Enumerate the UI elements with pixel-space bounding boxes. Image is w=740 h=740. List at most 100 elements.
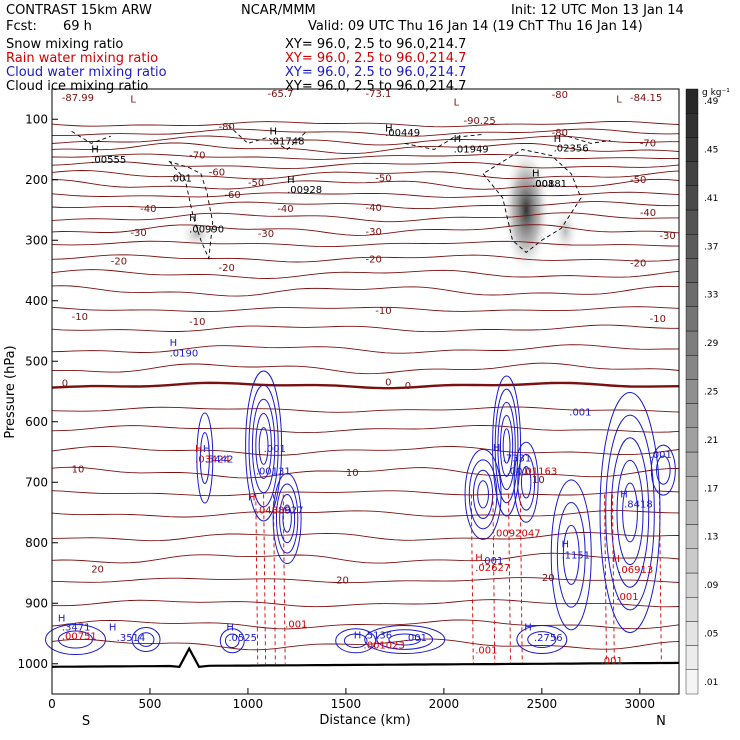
forecast-label: Fcst: (6, 19, 37, 34)
temperature-label: -40 (366, 203, 382, 214)
cloud-water-contour (517, 453, 536, 511)
isotherm-line (51, 240, 680, 248)
extremum-label: .0092 (493, 529, 522, 540)
isotherm-line (51, 490, 680, 497)
temperature-label: -10 (72, 312, 88, 323)
temperature-label: -73.1 (366, 89, 392, 100)
temperature-label: 0 (385, 377, 391, 388)
isotherm-line (51, 170, 680, 180)
legend-rain: Rain water mixing ratio (6, 51, 158, 66)
colorbar-segment (685, 282, 699, 308)
temperature-label: -10 (375, 306, 391, 317)
cloud-water-contour (45, 624, 107, 656)
isotherm-line (51, 445, 680, 456)
temperature-label: -80 (219, 122, 235, 133)
temperature-label: -30 (258, 229, 274, 240)
snow-core-2400km (502, 145, 551, 275)
rain-contour (658, 494, 662, 664)
cloud-ice-contours (71, 124, 611, 261)
rain-contour (508, 494, 511, 664)
extremum-label: .927 (281, 506, 303, 517)
extremum-label: H (354, 630, 362, 641)
cloud-water-contour (137, 632, 155, 647)
extremum-label: .001 (650, 450, 672, 461)
extremum-label: H (475, 553, 483, 564)
colorbar-segment (685, 137, 699, 162)
isotherm-line (51, 552, 680, 564)
colorbar-segment (685, 112, 699, 138)
extremum-label: H (561, 540, 569, 551)
colorbar-segment (685, 306, 699, 332)
legend-cloud-ice: Cloud ice mixing ratio (6, 79, 148, 94)
extremum-label: H (454, 134, 462, 145)
colorbar-unit: g kg⁻¹ (702, 88, 730, 98)
rain-contour (611, 494, 615, 664)
colorbar-segment (685, 185, 699, 211)
isotherm-line (51, 510, 680, 518)
temperature-label: 20 (91, 564, 104, 575)
cloud-water-contour (275, 483, 299, 554)
y-axis: 100 200 300 400 500 600 700 800 900 1000 (17, 112, 58, 671)
rain-water-contours (255, 494, 662, 664)
temperature-label: -20 (630, 258, 646, 269)
cloud-water-contour (376, 629, 434, 650)
temperature-label: -40 (140, 204, 156, 215)
colorbar-tick-label: .41 (704, 194, 718, 204)
cloud-water-contour (388, 633, 421, 646)
temperature-label: -10 (189, 317, 205, 328)
temperature-label: -70 (640, 138, 656, 149)
extremum-label: L (130, 94, 136, 105)
extremum-label: H (287, 175, 295, 186)
x-tick-label: 3000 (625, 697, 656, 711)
extremum-label: .0190 (170, 348, 199, 359)
colorbar-segment (685, 524, 699, 549)
ice-contour (168, 160, 214, 261)
rain-contour (604, 494, 607, 664)
colorbar-tick-label: .49 (704, 97, 719, 107)
extremum-label: .7331 (503, 454, 532, 465)
temperature-label: -10 (650, 314, 666, 325)
temperature-label: -30 (130, 228, 146, 239)
cloud-water-contours (45, 370, 676, 656)
y-tick-label: 900 (25, 596, 48, 610)
cloud-water-contour (477, 480, 489, 509)
temperature-label: -50 (248, 178, 264, 189)
extremum-label: .0525 (228, 633, 257, 644)
colorbar-segment (685, 476, 699, 501)
legend-snow: Snow mixing ratio (6, 37, 123, 52)
isotherm-line (51, 406, 680, 413)
y-tick-label: 300 (25, 233, 48, 247)
y-tick-label: 100 (25, 112, 48, 126)
extremum-label: .00555 (91, 155, 126, 166)
extremum-label: .001023 (364, 641, 405, 652)
extremum-label: .001 (170, 174, 192, 185)
rain-contour (470, 494, 474, 664)
extremum-label: H (248, 492, 256, 503)
extremum-label: .1151 (561, 550, 590, 561)
x-tick-label: 500 (139, 697, 162, 711)
cloud-water-contour (196, 412, 214, 504)
rain-contour (519, 494, 523, 664)
cloud-water-contour (343, 633, 368, 649)
extremum-label: .00928 (287, 185, 322, 196)
extremum-label: .001 (532, 179, 554, 190)
cloud-water-contour (650, 444, 676, 496)
plot-frame (51, 88, 680, 695)
temperature-label: -70 (189, 151, 205, 162)
extremum-label: .06913 (618, 565, 653, 576)
x-tick-label: 2000 (429, 697, 460, 711)
legend-snow-xy: XY= 96.0, 2.5 to 96.0,214.7 (285, 37, 466, 52)
colorbar-segment (685, 88, 699, 114)
temperature-label: -80 (552, 128, 568, 139)
y-tick-label: 600 (25, 415, 48, 429)
extremum-label: H (532, 169, 540, 180)
extremum-label: .001 (569, 408, 591, 419)
rain-contour (263, 494, 267, 664)
cloud-water-contour (550, 479, 592, 631)
terrain-line (51, 646, 680, 668)
extremum-label: .001 (405, 633, 427, 644)
temperature-label: 0 (405, 381, 411, 392)
colorbar-segment (685, 645, 699, 670)
temperature-label: -50 (375, 174, 391, 185)
extremum-label: .00881 (532, 179, 567, 190)
